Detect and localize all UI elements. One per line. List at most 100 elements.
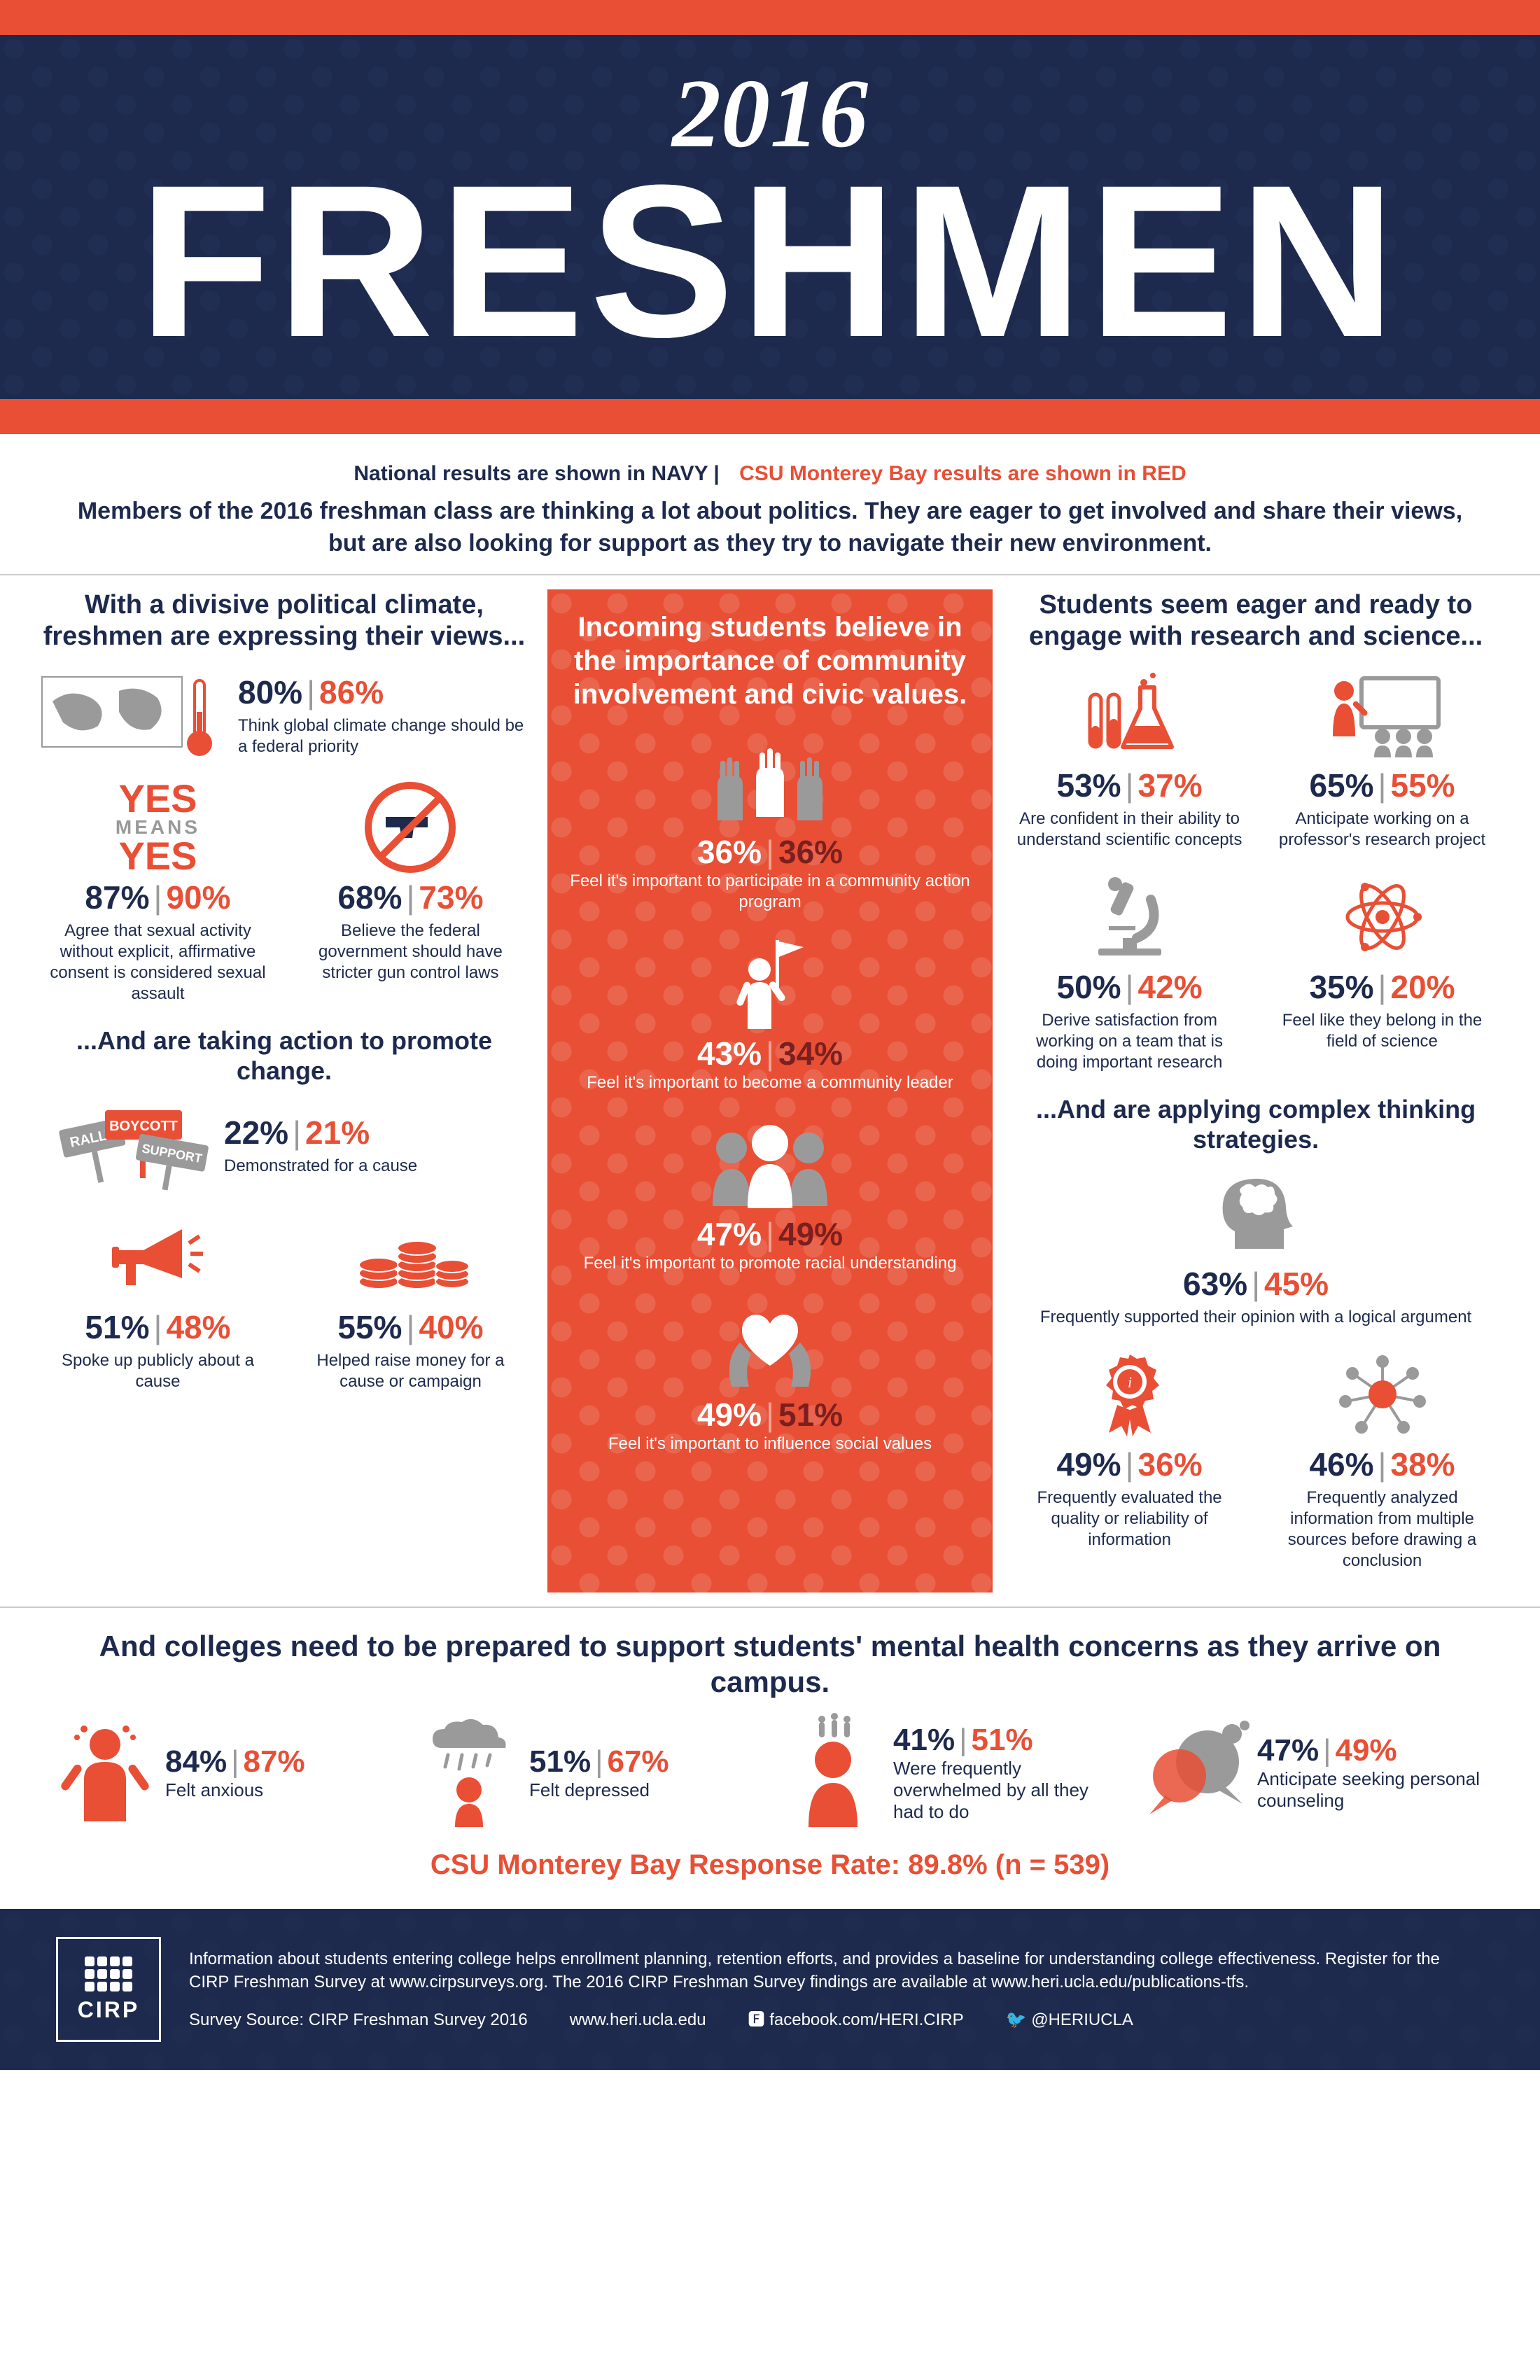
bottom-accent-bar (0, 399, 1540, 434)
stat-desc: Frequently evaluated the quality or reli… (1014, 1488, 1245, 1550)
stat-row-science2: 50%|42% Derive satisfaction from working… (1014, 872, 1498, 1073)
right-column: Students seem eager and ready to engage … (1014, 589, 1498, 1593)
stat-desc: Feel it's important to become a communit… (564, 1072, 976, 1093)
mid-racial: 47%|49% Feel it's important to promote r… (564, 1119, 976, 1274)
people-group-icon (564, 1119, 976, 1210)
legend-navy: National results are shown in NAVY (354, 462, 708, 485)
stat-climate: 80%|86% Think global climate change shou… (42, 670, 526, 761)
svg-text:BOYCOTT: BOYCOTT (109, 1119, 178, 1134)
stat-desc: Believe the federal government should ha… (295, 920, 526, 983)
stat-pct: 22%|21% (224, 1114, 526, 1152)
stat-confident: 53%|37% Are confident in their ability t… (1014, 670, 1245, 850)
footer-body: Information about students entering coll… (189, 1947, 1484, 1994)
megaphone-icon (42, 1212, 274, 1303)
overwhelmed-person-icon (784, 1716, 882, 1828)
anxious-person-icon (56, 1716, 154, 1828)
hands-heart-icon (564, 1299, 976, 1390)
stat-desc: Think global climate change should be a … (238, 715, 526, 757)
title-band: 2016 FRESHMEN (0, 35, 1540, 399)
stat-pct: 53%|37% (1014, 766, 1245, 804)
mh-overwhelmed: 41%|51% Were frequently overwhelmed by a… (784, 1716, 1120, 1828)
map-thermometer-icon (42, 670, 224, 761)
stat-pct: 49%|36% (1014, 1446, 1245, 1483)
stat-desc: Agree that sexual activity without expli… (42, 920, 274, 1004)
stat-belong: 35%|20% Feel like they belong in the fie… (1266, 872, 1498, 1073)
stat-spoke: 51%|48% Spoke up publicly about a cause (42, 1212, 274, 1392)
coins-icon (295, 1212, 526, 1303)
stat-desc: Anticipate seeking personal counseling (1257, 1768, 1484, 1812)
stat-desc: Derive satisfaction from working on a te… (1014, 1010, 1245, 1073)
mid-action: 36%|36% Feel it's important to participa… (564, 736, 976, 913)
stat-desc: Feel it's important to promote racial un… (564, 1253, 976, 1274)
mh-title: And colleges need to be prepared to supp… (56, 1629, 1484, 1700)
stat-desc: Feel it's important to participate in a … (564, 871, 976, 913)
intro-section: National results are shown in NAVY | CSU… (0, 434, 1540, 574)
stat-pct: 47%|49% (1257, 1733, 1484, 1768)
stat-desc: Anticipate working on a professor's rese… (1266, 808, 1498, 850)
stat-pct: 80%|86% (238, 673, 526, 711)
raised-hands-icon (564, 736, 976, 827)
stat-pct: 46%|38% (1266, 1446, 1498, 1483)
legend-sep: | (713, 462, 719, 485)
stat-pct: 87%|90% (42, 878, 274, 916)
stat-demo: RALLY BOYCOTT SUPPORT 22%|21% Demonstrat… (42, 1100, 526, 1191)
yes-means-icon: YES MEANS YES (42, 782, 274, 873)
stat-sources: 46%|38% Frequently analyzed information … (1266, 1349, 1498, 1572)
stat-pct: 49%|51% (564, 1396, 976, 1434)
mid-title: Incoming students believe in the importa… (564, 610, 976, 711)
stat-desc: Demonstrated for a cause (224, 1156, 526, 1177)
footer-text-block: Information about students entering coll… (189, 1947, 1484, 2032)
stat-desc: Helped raise money for a cause or campai… (295, 1350, 526, 1392)
mh-row: 84%|87% Felt anxious 51%|67% Felt depres… (56, 1716, 1484, 1828)
stat-gun: 68%|73% Believe the federal government s… (295, 782, 526, 1004)
stat-pct: 63%|45% (1014, 1265, 1498, 1303)
network-nodes-icon (1266, 1349, 1498, 1440)
mid-leader: 43%|34% Feel it's important to become a … (564, 938, 976, 1093)
infographic-page: 2016 FRESHMEN National results are shown… (0, 0, 1540, 2070)
stat-desc: Feel it's important to influence social … (564, 1434, 976, 1455)
title-main: FRESHMEN (139, 158, 1401, 365)
right-title: Students seem eager and ready to engage … (1014, 589, 1498, 653)
footer-tw: 🐦 @HERIUCLA (1006, 2008, 1133, 2032)
left-title: With a divisive political climate, fresh… (42, 589, 526, 653)
stat-desc: Felt depressed (529, 1779, 669, 1801)
stat-pct: 50%|42% (1014, 968, 1245, 1006)
stat-pct: 43%|34% (564, 1035, 976, 1072)
stat-row-thinking: i 49%|36% Frequently evaluated the quali… (1014, 1349, 1498, 1572)
stat-money: 55%|40% Helped raise money for a cause o… (295, 1212, 526, 1392)
legend-line: National results are shown in NAVY | CSU… (56, 462, 1484, 486)
stat-pct: 41%|51% (893, 1723, 1120, 1758)
right-subtitle: ...And are applying complex thinking str… (1014, 1094, 1498, 1154)
flag-person-icon (564, 938, 976, 1029)
protest-signs-icon: RALLY BOYCOTT SUPPORT (42, 1100, 210, 1191)
stat-consent: YES MEANS YES 87%|90% Agree that sexual … (42, 782, 274, 1004)
cirp-logo: CIRP (56, 1937, 161, 2042)
footer-source: Survey Source: CIRP Freshman Survey 2016 (189, 2008, 528, 2032)
stat-pct: 47%|49% (564, 1215, 976, 1253)
brain-head-icon (1014, 1168, 1498, 1259)
stat-desc: Feel like they belong in the field of sc… (1266, 1010, 1498, 1052)
intro-text: Members of the 2016 freshman class are t… (56, 496, 1484, 560)
raincloud-person-icon (420, 1716, 518, 1828)
mid-column: Incoming students believe in the importa… (547, 589, 993, 1593)
top-accent-bar (0, 0, 1540, 35)
logo-text: CIRP (78, 1997, 139, 2023)
stat-pct: 51%|67% (529, 1744, 669, 1779)
logo-grid-icon (85, 1956, 132, 1991)
stat-row-spoke-money: 51%|48% Spoke up publicly about a cause (42, 1212, 526, 1392)
footer-fb: 🅵 facebook.com/HERI.CIRP (748, 2008, 964, 2032)
stat-logical: 63%|45% Frequently supported their opini… (1014, 1168, 1498, 1328)
microscope-icon (1014, 872, 1245, 962)
stat-pct: 35%|20% (1266, 968, 1498, 1006)
svg-text:i: i (1128, 1373, 1132, 1391)
left-column: With a divisive political climate, fresh… (42, 589, 526, 1593)
stat-desc: Are confident in their ability to unders… (1014, 808, 1245, 850)
footer-url: www.heri.ucla.edu (570, 2008, 706, 2032)
stat-desc: Frequently analyzed information from mul… (1266, 1488, 1498, 1572)
mental-health-section: And colleges need to be prepared to supp… (0, 1606, 1540, 1909)
mh-anxious: 84%|87% Felt anxious (56, 1716, 392, 1828)
stat-prof: 65%|55% Anticipate working on a professo… (1266, 670, 1498, 850)
stat-row-science1: 53%|37% Are confident in their ability t… (1014, 670, 1498, 850)
left-subtitle: ...And are taking action to promote chan… (42, 1026, 526, 1086)
footer: CIRP Information about students entering… (0, 1909, 1540, 2070)
